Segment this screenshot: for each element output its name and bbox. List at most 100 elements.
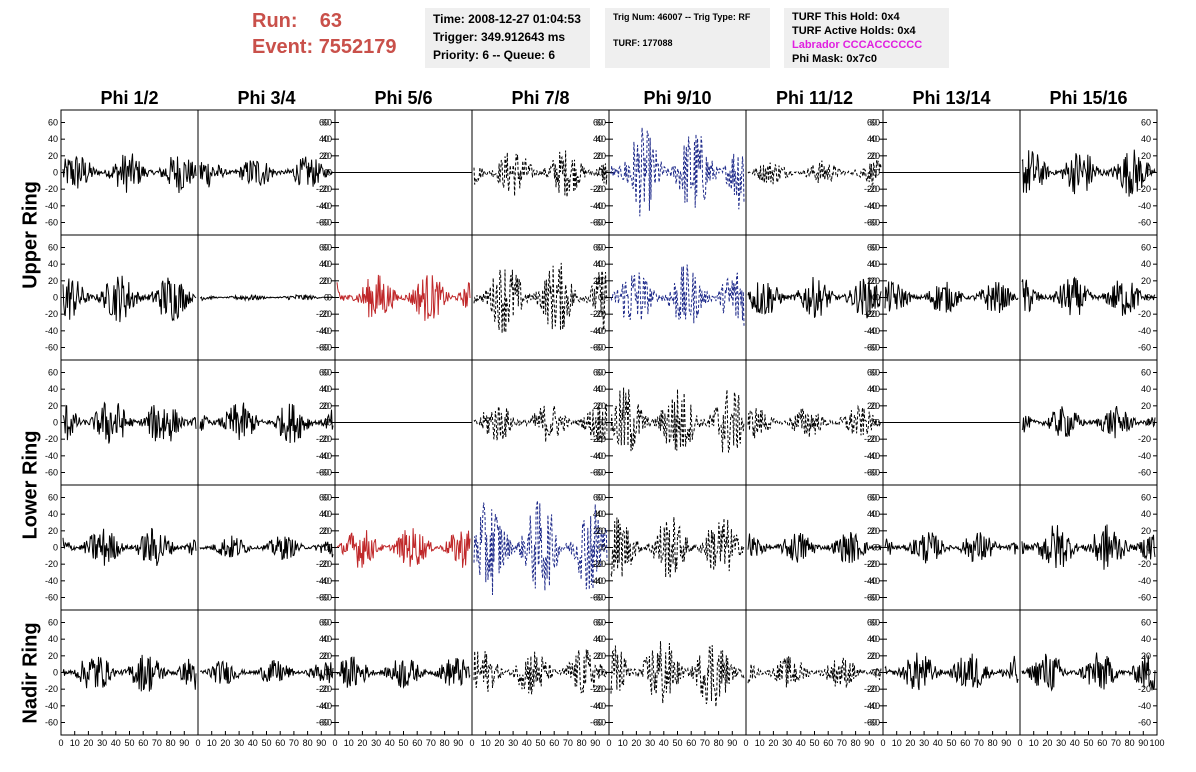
x-tick-label: 30	[1056, 738, 1066, 748]
x-tick-label: 60	[549, 738, 559, 748]
x-tick-label: 20	[768, 738, 778, 748]
panel-frame	[197, 484, 336, 611]
waveform-trace	[1021, 652, 1156, 692]
y-tick-label: -20	[593, 684, 606, 694]
y-tick-label: 0	[601, 418, 606, 428]
waveform-trace	[747, 404, 882, 439]
y-tick-label: 60	[322, 243, 332, 253]
column-header: Phi 11/12	[776, 88, 853, 108]
waveform-trace	[1021, 276, 1156, 316]
y-tick-label: 60	[48, 368, 58, 378]
x-tick-label: 20	[357, 738, 367, 748]
column-header: Phi 1/2	[100, 88, 158, 108]
y-tick-label: -20	[319, 309, 332, 319]
y-tick-label: 0	[324, 543, 329, 553]
x-tick-label: 30	[782, 738, 792, 748]
y-tick-label: 60	[867, 243, 877, 253]
y-tick-label: -20	[867, 684, 880, 694]
x-tick-label: 10	[70, 738, 80, 748]
waveform-trace	[199, 535, 334, 561]
y-tick-label: -60	[316, 468, 329, 478]
y-tick-label: -40	[593, 701, 606, 711]
y-tick-label: -60	[864, 218, 877, 228]
y-tick-label: 0	[53, 543, 58, 553]
y-tick-label: 60	[319, 493, 329, 503]
y-tick-label: 0	[601, 543, 606, 553]
y-tick-label: -20	[316, 184, 329, 194]
y-tick-label: -40	[590, 326, 603, 336]
y-tick-label: -20	[316, 684, 329, 694]
y-tick-label: -40	[45, 201, 58, 211]
y-tick-label: -60	[319, 218, 332, 228]
trigger-text: Trigger: 349.912643 ms	[433, 30, 566, 44]
y-tick-label: -20	[867, 434, 880, 444]
y-tick-label: -60	[1138, 593, 1151, 603]
y-tick-label: 0	[53, 293, 58, 303]
y-tick-label: -60	[1138, 718, 1151, 728]
y-tick-label: 40	[593, 509, 603, 519]
x-tick-label: 80	[714, 738, 724, 748]
x-tick-label: 30	[919, 738, 929, 748]
y-tick-label: 60	[1141, 493, 1151, 503]
y-tick-label: 20	[322, 151, 332, 161]
y-tick-label: -20	[45, 684, 58, 694]
y-tick-label: -20	[316, 309, 329, 319]
y-tick-label: 60	[1141, 118, 1151, 128]
y-tick-label: 40	[870, 259, 880, 269]
y-tick-label: -40	[319, 701, 332, 711]
y-tick-label: -40	[590, 701, 603, 711]
y-tick-label: 0	[875, 668, 880, 678]
waveform-trace	[62, 153, 197, 194]
x-tick-label: 30	[508, 738, 518, 748]
x-tick-label: 20	[631, 738, 641, 748]
y-tick-label: -20	[319, 559, 332, 569]
y-tick-label: -20	[1138, 559, 1151, 569]
y-tick-label: 40	[596, 634, 606, 644]
x-tick-label: 10	[892, 738, 902, 748]
x-tick-label: 50	[261, 738, 271, 748]
waveform-trace	[747, 531, 882, 564]
y-tick-label: 40	[870, 134, 880, 144]
event-value: 7552179	[318, 36, 397, 58]
y-tick-label: 40	[319, 384, 329, 394]
phi-mask-text: Phi Mask: 0x7c0	[792, 53, 877, 65]
x-tick-label: 40	[1070, 738, 1080, 748]
y-tick-label: 60	[596, 118, 606, 128]
y-tick-label: 60	[870, 618, 880, 628]
y-tick-label: -40	[319, 326, 332, 336]
x-tick-label: 40	[248, 738, 258, 748]
y-tick-label: -20	[867, 559, 880, 569]
y-tick-label: 60	[867, 493, 877, 503]
y-tick-label: -40	[864, 701, 877, 711]
y-tick-label: 0	[327, 168, 332, 178]
y-tick-label: -60	[593, 718, 606, 728]
waveform-trace	[336, 656, 471, 689]
y-tick-label: -40	[593, 576, 606, 586]
y-tick-label: 40	[322, 509, 332, 519]
y-tick-label: 60	[48, 493, 58, 503]
x-tick-label: 10	[618, 738, 628, 748]
y-tick-label: 20	[593, 651, 603, 661]
y-tick-label: 40	[1141, 509, 1151, 519]
column-header: Phi 9/10	[643, 88, 711, 108]
y-tick-label: -40	[590, 576, 603, 586]
waveform-trace	[336, 274, 471, 321]
y-tick-label: 0	[598, 168, 603, 178]
y-tick-label: -40	[45, 576, 58, 586]
y-tick-label: 60	[48, 618, 58, 628]
y-tick-label: 60	[1141, 243, 1151, 253]
y-tick-label: -20	[1138, 184, 1151, 194]
